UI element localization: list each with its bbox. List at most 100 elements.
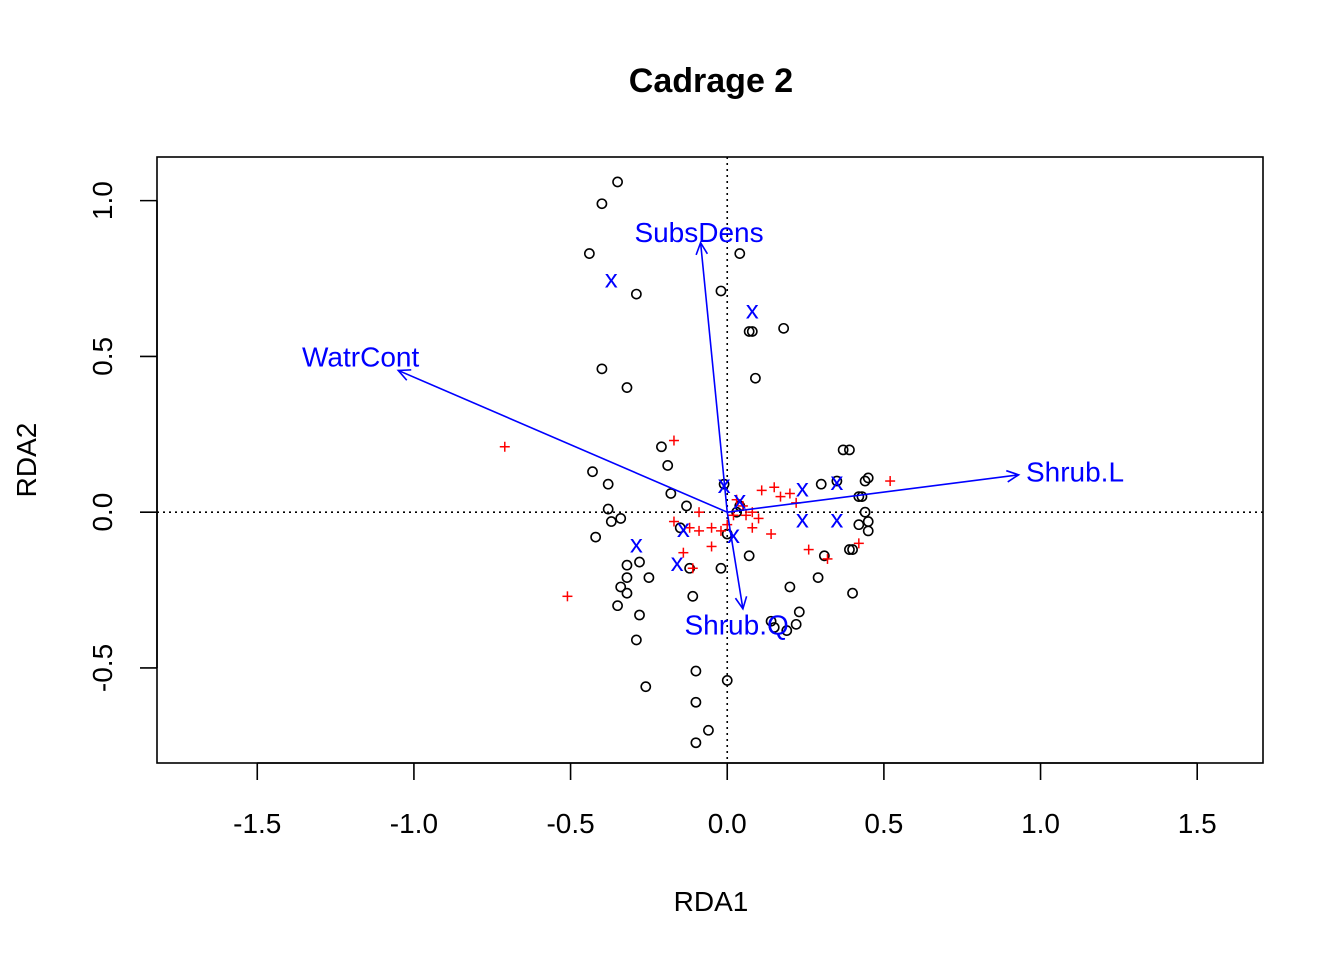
site-point: [612, 600, 623, 612]
site-point: [602, 503, 614, 515]
species-point: [731, 494, 742, 505]
arrow-head: [695, 240, 709, 256]
species-point: [853, 538, 864, 549]
site-point: [681, 500, 692, 512]
site-point: [831, 475, 843, 487]
constraint-point: x: [677, 513, 690, 543]
species-point: [715, 525, 726, 536]
constraint-point: x: [796, 503, 809, 533]
species-point: [706, 541, 717, 552]
x-axis-label: RDA1: [674, 886, 749, 917]
arrow-label: SubsDens: [634, 217, 763, 248]
constraint-point: x: [830, 466, 843, 496]
site-point: [847, 544, 858, 555]
site-point: [847, 587, 858, 599]
species-point: [678, 547, 689, 558]
species-point: [784, 488, 795, 499]
biplot-arrow: Shrub.L: [727, 457, 1124, 513]
site-point: [596, 363, 608, 375]
arrow-shaft: [726, 512, 744, 609]
site-point: [856, 491, 868, 503]
site-point: [859, 475, 871, 487]
constraint-point: x: [605, 264, 618, 294]
site-point: [590, 531, 602, 543]
species-point: [668, 435, 679, 446]
constraint-point: x: [733, 485, 746, 515]
species-point: [694, 507, 705, 518]
chart-title: Cadrage 2: [629, 62, 793, 100]
arrow-head: [734, 596, 748, 611]
site-point: [734, 248, 746, 259]
species-point: [775, 491, 786, 502]
site-point: [715, 562, 727, 574]
species-point: [803, 544, 814, 555]
species-point: [694, 525, 705, 536]
site-point: [587, 466, 598, 478]
biplot-arrow: Shrub.Q: [684, 512, 789, 640]
site-point: [615, 513, 627, 524]
site-point: [690, 665, 702, 677]
site-point: [630, 288, 642, 300]
site-point: [784, 581, 796, 593]
site-point: [812, 572, 824, 584]
species-point: [822, 553, 833, 564]
species-point: [766, 528, 777, 539]
site-point: [765, 615, 777, 627]
arrow-label: Shrub.Q: [684, 609, 788, 640]
species-point: [753, 513, 764, 524]
site-point: [750, 372, 761, 384]
species-point: [747, 522, 758, 533]
site-point: [690, 737, 702, 749]
species-point: [769, 482, 780, 493]
site-point: [665, 488, 677, 499]
constraint-point: x: [746, 295, 759, 325]
site-point: [703, 724, 714, 736]
site-point: [818, 550, 830, 562]
site-point: [612, 176, 623, 188]
site-point: [844, 444, 855, 456]
site-point: [605, 516, 617, 527]
site-point: [815, 478, 827, 490]
site-point: [615, 581, 627, 593]
site-point: [596, 198, 608, 210]
site-point: [634, 609, 645, 621]
site-point: [746, 326, 758, 337]
site-point: [862, 516, 874, 527]
site-point: [640, 681, 652, 693]
species-point: [668, 516, 679, 527]
arrow-label: WatrCont: [302, 341, 419, 372]
biplot-arrow: SubsDens: [634, 217, 764, 513]
x-tick-label: 0.0: [708, 808, 747, 839]
site-point: [862, 525, 874, 537]
biplot-arrow: WatrCont: [302, 341, 728, 513]
site-point: [621, 587, 633, 599]
site-point: [781, 625, 793, 636]
species-point: [722, 519, 733, 530]
species-point: [756, 485, 767, 496]
constraint-point: x: [630, 528, 643, 558]
plot-area: -1.5 -1.0 -0.5 0.0 0.5 1.0 1.5-0.50.00.51.0xxx…: [87, 156, 1264, 839]
arrow-shaft: [699, 242, 729, 513]
site-point: [621, 382, 633, 393]
arrow-head: [1006, 469, 1021, 483]
species-point: [562, 591, 573, 602]
site-point: [602, 478, 614, 490]
site-point: [715, 285, 727, 297]
arrow-head: [396, 369, 412, 381]
species-point: [885, 476, 896, 487]
x-tick-label: 0.5: [864, 808, 903, 839]
site-point: [790, 618, 802, 630]
x-tick-label: 1.5: [1178, 808, 1217, 839]
site-point: [643, 572, 655, 584]
arrow-shaft: [397, 369, 728, 513]
y-axis-label: RDA2: [11, 423, 42, 498]
y-tick-label: 0.5: [87, 337, 118, 376]
site-point: [793, 606, 805, 618]
site-point: [690, 696, 702, 708]
species-point: [499, 441, 510, 452]
site-point: [634, 556, 645, 568]
site-point: [859, 506, 871, 518]
species-point: [687, 563, 698, 574]
site-point: [621, 572, 633, 584]
